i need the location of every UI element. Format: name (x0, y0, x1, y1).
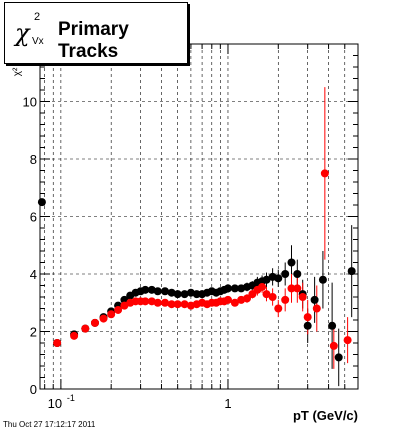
data-point-black (147, 285, 156, 294)
y-tick-label: 8 (30, 152, 37, 167)
y-tick-label: 2 (30, 325, 37, 340)
data-point-black (161, 287, 170, 296)
data-point-red (312, 304, 321, 313)
data-point-red (99, 314, 108, 323)
data-point-black (347, 267, 356, 276)
x-tick-label: 1 (224, 396, 231, 411)
data-point-red (167, 300, 176, 309)
tick-labels: 0 2 4 6 8 10 10 -1 1 (23, 95, 232, 412)
data-point-black (328, 321, 337, 330)
data-point-black (173, 290, 182, 299)
data-point-black (281, 270, 290, 278)
data-point-black (310, 295, 319, 304)
data-point-red (81, 324, 90, 333)
data-point-black (141, 285, 150, 294)
chart-title: Primary Tracks (58, 19, 129, 62)
grid-lines (40, 44, 359, 389)
data-point-red (258, 282, 267, 291)
data-point-red (153, 298, 162, 307)
y-tick-label: 6 (30, 210, 37, 225)
data-point-black (303, 321, 312, 330)
data-point-red (90, 318, 99, 327)
chi-superscript: 2 (34, 11, 41, 23)
data-point-red (53, 339, 62, 347)
data-point-red (329, 341, 338, 350)
data-point-red (141, 297, 150, 306)
data-point-black (318, 275, 327, 284)
data-point-red (274, 304, 283, 313)
data-point-red (173, 300, 182, 309)
data-point-red (70, 331, 79, 340)
data-point-red (147, 297, 156, 306)
data-point-red (298, 293, 307, 301)
y-tick-label: 4 (30, 267, 37, 282)
data-point-black (274, 274, 283, 283)
data-point-black (287, 258, 296, 267)
data-point-black (230, 284, 239, 293)
data-point-black (293, 270, 302, 278)
data-point-red (107, 310, 116, 319)
data-point-red (161, 298, 170, 307)
data-point-black (153, 287, 162, 296)
y-axis-label: χ² (12, 67, 23, 76)
data-point-black (167, 288, 176, 297)
chi-symbol: χ (15, 19, 30, 47)
data-point-black (180, 290, 189, 299)
title-box: χ 2 Vx Primary Tracks (4, 2, 188, 64)
data-point-red (287, 284, 296, 293)
data-point-red (243, 294, 252, 303)
data-point-red (268, 293, 277, 301)
data-points (37, 169, 356, 362)
x-axis-label: pT (GeV/c) (293, 408, 358, 423)
x-tick-label: 10 (48, 396, 62, 411)
y-tick-label: 0 (30, 382, 37, 397)
data-point-black (262, 275, 271, 284)
y-tick-label: 10 (23, 95, 37, 110)
data-point-red (180, 300, 189, 309)
data-point-red (223, 295, 232, 304)
data-point-red (262, 290, 271, 299)
data-point-red (293, 284, 302, 293)
data-point-black (223, 284, 232, 293)
chi-subscript: Vx (32, 36, 44, 47)
data-point-red (114, 305, 123, 314)
data-point-red (303, 313, 312, 322)
data-point-black (334, 353, 343, 362)
data-point-red (320, 169, 329, 178)
data-point-red (343, 336, 352, 345)
timestamp: Thu Oct 27 17:12:17 2011 (3, 420, 96, 429)
data-point-red (281, 295, 290, 304)
data-point-red (230, 298, 239, 307)
x-tick-label-exponent: -1 (67, 393, 75, 403)
